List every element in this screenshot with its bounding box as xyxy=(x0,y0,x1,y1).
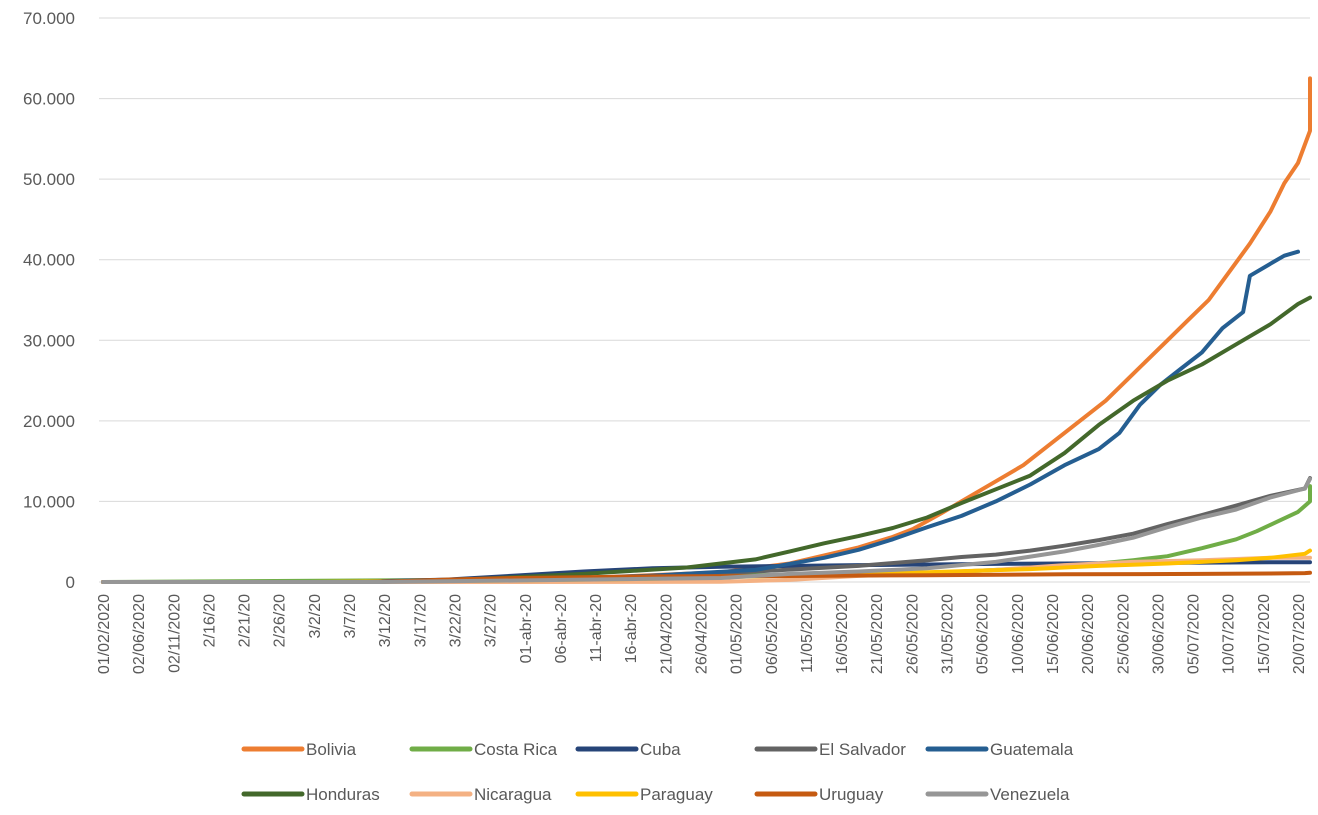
x-tick-label: 26/04/2020 xyxy=(694,594,711,674)
x-tick-label: 2/16/20 xyxy=(201,594,218,647)
legend: Bolivia Costa Rica Cuba El Salvador Guatemal… xyxy=(241,740,1074,804)
x-axis-ticks: 01/02/2020 02/06/2020 02/11/2020 2/16/20 2/2… xyxy=(96,594,1308,674)
x-tick-label: 01-abr-20 xyxy=(518,594,535,663)
x-tick-label: 25/06/2020 xyxy=(1115,594,1132,674)
x-tick-label: 20/06/2020 xyxy=(1080,594,1097,674)
x-tick-label: 16-abr-20 xyxy=(623,594,640,663)
y-tick-label: 0 xyxy=(66,573,75,592)
x-tick-label: 3/12/20 xyxy=(377,594,394,647)
x-tick-label: 11/05/2020 xyxy=(799,594,816,673)
x-tick-label: 06/05/2020 xyxy=(764,594,781,674)
x-tick-label: 21/04/2020 xyxy=(658,594,675,674)
y-axis-ticks: 0 10.000 20.000 30.000 40.000 50.000 60.000 70.… xyxy=(23,9,75,592)
y-tick-label: 60.000 xyxy=(23,90,75,109)
series-line-venezuela xyxy=(101,476,1312,584)
series-line-honduras xyxy=(101,295,1312,584)
legend-label-uruguay: Uruguay xyxy=(819,785,884,804)
legend-label-venezuela: Venezuela xyxy=(990,785,1070,804)
x-tick-label: 3/2/20 xyxy=(307,594,324,639)
y-tick-label: 70.000 xyxy=(23,9,75,28)
x-tick-label: 06-abr-20 xyxy=(553,594,570,663)
x-tick-label: 30/06/2020 xyxy=(1150,594,1167,674)
legend-label-guatemala: Guatemala xyxy=(990,740,1074,759)
series-lines xyxy=(101,76,1312,584)
legend-label-cuba: Cuba xyxy=(640,740,681,759)
x-tick-label: 05/07/2020 xyxy=(1186,594,1203,674)
gridlines xyxy=(99,17,1310,583)
x-tick-label: 3/22/20 xyxy=(447,594,464,647)
x-tick-label: 10/06/2020 xyxy=(1010,594,1027,674)
series-line-guatemala xyxy=(101,249,1300,584)
x-tick-label: 16/05/2020 xyxy=(834,594,851,674)
legend-label-honduras: Honduras xyxy=(306,785,380,804)
x-tick-label: 01/02/2020 xyxy=(96,594,113,674)
x-tick-label: 01/05/2020 xyxy=(729,594,746,674)
x-tick-label: 15/06/2020 xyxy=(1045,594,1062,674)
x-tick-label: 3/7/20 xyxy=(342,594,359,639)
x-tick-label: 15/07/2020 xyxy=(1256,594,1273,674)
legend-label-paraguay: Paraguay xyxy=(640,785,713,804)
x-tick-label: 2/21/20 xyxy=(237,594,254,647)
x-tick-label: 05/06/2020 xyxy=(975,594,992,674)
legend-label-bolivia: Bolivia xyxy=(306,740,357,759)
x-tick-label: 21/05/2020 xyxy=(869,594,886,674)
legend-label-nicaragua: Nicaragua xyxy=(474,785,552,804)
x-tick-label: 10/07/2020 xyxy=(1221,594,1238,674)
legend-label-el-salvador: El Salvador xyxy=(819,740,906,759)
x-tick-label: 3/17/20 xyxy=(412,594,429,647)
y-tick-label: 20.000 xyxy=(23,412,75,431)
x-tick-label: 2/26/20 xyxy=(272,594,289,647)
y-tick-label: 50.000 xyxy=(23,170,75,189)
y-tick-label: 10.000 xyxy=(23,492,75,511)
y-tick-label: 30.000 xyxy=(23,331,75,350)
x-tick-label: 11-abr-20 xyxy=(588,594,605,662)
legend-label-costa-rica: Costa Rica xyxy=(474,740,558,759)
x-tick-label: 02/06/2020 xyxy=(131,594,148,674)
x-tick-label: 3/27/20 xyxy=(483,594,500,647)
series-line-bolivia xyxy=(101,76,1312,584)
x-tick-label: 20/07/2020 xyxy=(1291,594,1308,674)
x-tick-label: 26/05/2020 xyxy=(904,594,921,674)
x-tick-label: 31/05/2020 xyxy=(940,594,957,674)
y-tick-label: 40.000 xyxy=(23,251,75,270)
x-tick-label: 02/11/2020 xyxy=(166,594,183,673)
